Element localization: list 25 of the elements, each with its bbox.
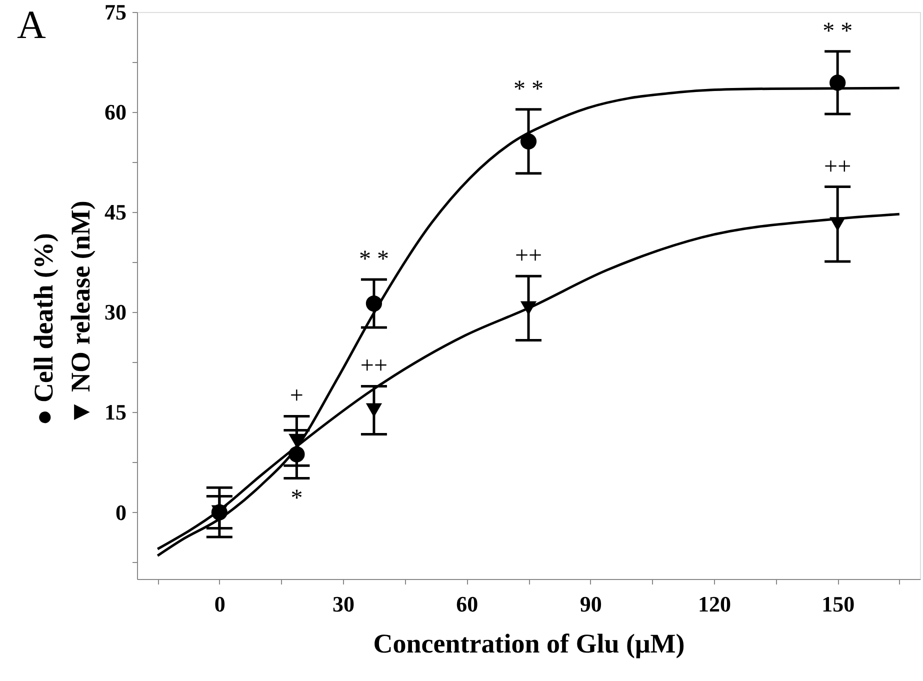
- x-tick-label: 120: [698, 592, 731, 616]
- y-tick-label: 30: [104, 300, 126, 325]
- y-tick-label: 60: [104, 100, 126, 125]
- y-tick-label: 45: [104, 200, 126, 225]
- x-tick-label: 90: [580, 592, 602, 616]
- point: [366, 403, 382, 418]
- point: [520, 133, 537, 150]
- annotation: * *: [358, 246, 389, 272]
- y-axis-title: ● Cell death (%) ▼ NO release (nM): [28, 200, 96, 426]
- y-tick-label: 15: [104, 400, 126, 425]
- annotation: ++: [514, 243, 542, 270]
- text: A: [17, 2, 46, 47]
- annotation: * *: [822, 18, 853, 44]
- x-tick-label: 150: [822, 592, 855, 616]
- x-tick-label: 30: [332, 592, 355, 616]
- x-tick-label: 60: [456, 592, 478, 616]
- annotation: ++: [360, 353, 388, 380]
- x-axis-title: Concentration of Glu (μM): [373, 628, 685, 658]
- annotation: ++: [824, 154, 852, 180]
- y-tick-label: 0: [116, 500, 126, 525]
- annotation: +: [290, 383, 304, 410]
- x-tick-label: 0: [214, 592, 226, 616]
- annotation: *: [290, 485, 303, 512]
- annotation: * *: [514, 76, 544, 102]
- y-tick-label: 75: [104, 0, 126, 24]
